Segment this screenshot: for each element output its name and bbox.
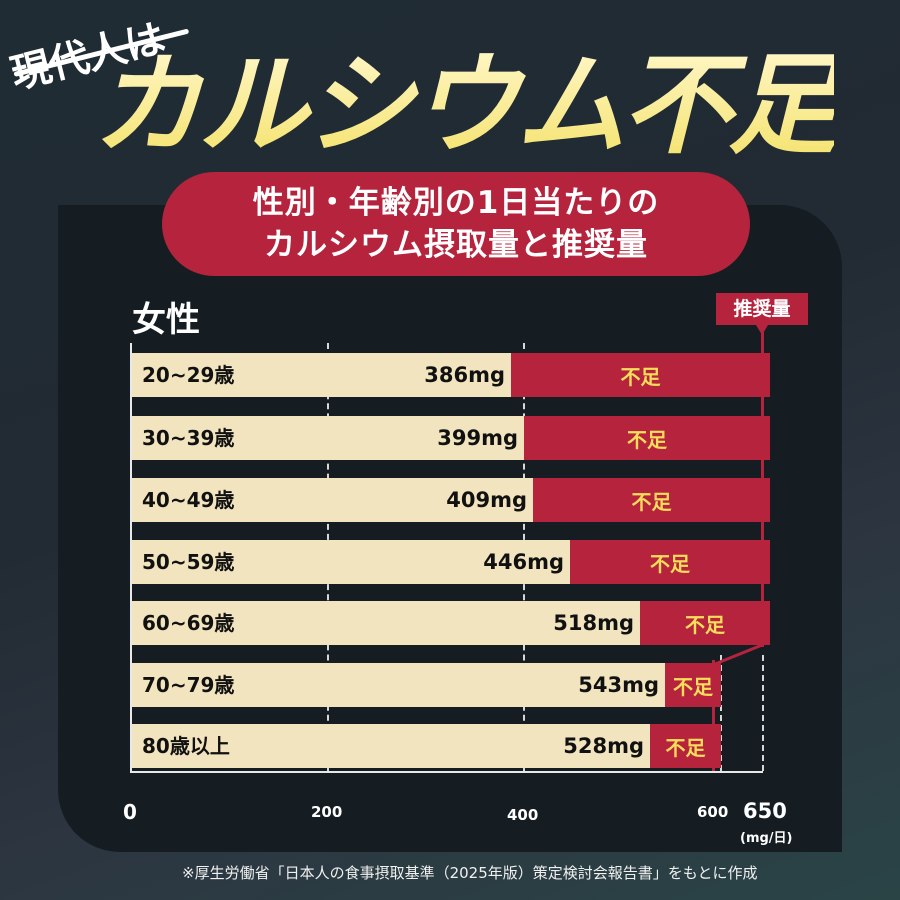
- intake-value: 399mg: [437, 426, 518, 450]
- gridline-600: [720, 655, 722, 771]
- x-tick-600: 600: [697, 803, 729, 821]
- x-axis: [130, 771, 763, 773]
- recommended-line-600: [712, 660, 715, 773]
- shortfall-label: 不足: [620, 364, 661, 389]
- gender-label: 女性: [132, 300, 200, 340]
- intake-value: 446mg: [483, 550, 564, 574]
- bar-row: 不足 40~49歳 409mg: [132, 478, 770, 522]
- shortfall-label: 不足: [631, 489, 672, 514]
- x-tick-0: 0: [123, 800, 137, 824]
- shortfall-bar: 不足: [665, 663, 721, 707]
- intake-bar: [132, 478, 533, 522]
- shortfall-bar: 不足: [511, 353, 770, 397]
- headline-title: カルシウム不足: [92, 40, 838, 169]
- chart-title-line2: カルシウム摂取量と推奨量: [264, 227, 648, 263]
- bar-row: 不足 70~79歳 543mg: [132, 663, 721, 707]
- chart-title-line1: 性別・年齢別の1日当たりの: [252, 185, 660, 221]
- intake-bar: [132, 416, 524, 460]
- intake-bar: [132, 601, 640, 645]
- intake-value: 409mg: [446, 488, 527, 512]
- x-tick-650: 650: [743, 799, 787, 823]
- bar-row: 不足 30~39歳 399mg: [132, 416, 770, 460]
- age-group-label: 70~79歳: [142, 673, 235, 697]
- intake-bar: [132, 724, 650, 768]
- bar-row: 不足 20~29歳 386mg: [132, 353, 770, 397]
- bar-row: 不足 80歳以上 528mg: [132, 724, 721, 768]
- shortfall-bar: 不足: [570, 540, 770, 584]
- chart-title-banner: 性別・年齢別の1日当たりの カルシウム摂取量と推奨量: [162, 172, 750, 276]
- shortfall-label: 不足: [665, 735, 706, 760]
- bar-row: 不足 60~69歳 518mg: [132, 601, 770, 645]
- x-axis-unit: (mg/日): [740, 831, 793, 846]
- y-axis: [130, 343, 132, 773]
- source-note: ※厚生労働省「日本人の食事摂取基準（2025年版）策定検討会報告書」をもとに作成: [182, 864, 758, 882]
- shortfall-label: 不足: [685, 612, 725, 637]
- intake-bar: [132, 540, 570, 584]
- bar-row: 不足 50~59歳 446mg: [132, 540, 770, 584]
- x-tick-400: 400: [507, 806, 539, 824]
- recommended-amount-tag: 推奨量: [716, 293, 808, 335]
- age-group-label: 50~59歳: [142, 550, 235, 574]
- age-group-label: 60~69歳: [142, 611, 235, 635]
- shortfall-label: 不足: [650, 551, 690, 576]
- intake-bar: [132, 663, 665, 707]
- age-group-label: 40~49歳: [142, 488, 235, 512]
- gridline-650: [762, 655, 764, 771]
- intake-value: 543mg: [578, 673, 659, 697]
- shortfall-bar: 不足: [640, 601, 770, 645]
- age-group-label: 30~39歳: [142, 426, 235, 450]
- shortfall-bar: 不足: [533, 478, 770, 522]
- intake-value: 518mg: [553, 611, 634, 635]
- age-group-label: 80歳以上: [142, 734, 230, 758]
- shortfall-label: 不足: [673, 674, 713, 699]
- shortfall-label: 不足: [627, 427, 667, 452]
- age-group-label: 20~29歳: [142, 363, 235, 387]
- x-tick-200: 200: [311, 803, 343, 821]
- intake-value: 386mg: [424, 363, 505, 387]
- intake-bar: [132, 353, 511, 397]
- intake-value: 528mg: [563, 734, 644, 758]
- shortfall-bar: 不足: [650, 724, 721, 768]
- shortfall-bar: 不足: [524, 416, 770, 460]
